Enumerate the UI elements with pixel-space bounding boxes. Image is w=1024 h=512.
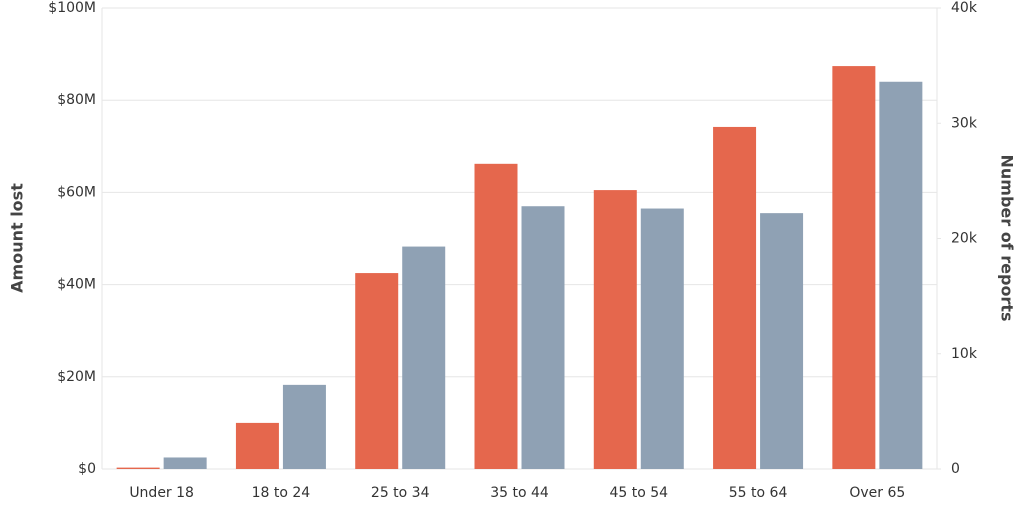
bar bbox=[474, 163, 518, 469]
y2-tick-label: 0 bbox=[951, 461, 960, 477]
x-tick-label: Under 18 bbox=[129, 485, 194, 501]
bar bbox=[593, 190, 637, 469]
y-tick-label: $20M bbox=[57, 369, 96, 385]
bar bbox=[116, 467, 160, 469]
y2-tick-label: 30k bbox=[951, 115, 978, 131]
y-axis-title: Amount lost bbox=[8, 183, 27, 293]
bar bbox=[521, 206, 565, 470]
y-tick-label: $60M bbox=[57, 184, 96, 200]
bar bbox=[235, 422, 279, 469]
bar bbox=[282, 384, 326, 469]
bar bbox=[879, 81, 923, 469]
bar bbox=[832, 66, 876, 469]
x-tick-label: 35 to 44 bbox=[490, 485, 549, 501]
x-tick-label: Over 65 bbox=[849, 485, 905, 501]
bar bbox=[760, 213, 804, 469]
bar bbox=[163, 457, 207, 469]
y2-tick-label: 10k bbox=[951, 346, 978, 362]
y2-tick-label: 40k bbox=[951, 0, 978, 16]
bar bbox=[355, 273, 399, 469]
x-tick-label: 18 to 24 bbox=[252, 485, 311, 501]
x-tick-label: 45 to 54 bbox=[609, 485, 668, 501]
y-tick-label: $0 bbox=[78, 461, 96, 477]
y2-tick-label: 20k bbox=[951, 231, 978, 247]
y-tick-label: $100M bbox=[48, 0, 96, 16]
y2-axis-title: Number of reports bbox=[998, 155, 1017, 322]
y-tick-label: $40M bbox=[57, 277, 96, 293]
bar bbox=[402, 246, 446, 469]
x-tick-label: 55 to 64 bbox=[729, 485, 788, 501]
x-tick-label: 25 to 34 bbox=[371, 485, 430, 501]
bar bbox=[713, 126, 757, 470]
bar bbox=[640, 208, 684, 469]
y-tick-label: $80M bbox=[57, 92, 96, 108]
